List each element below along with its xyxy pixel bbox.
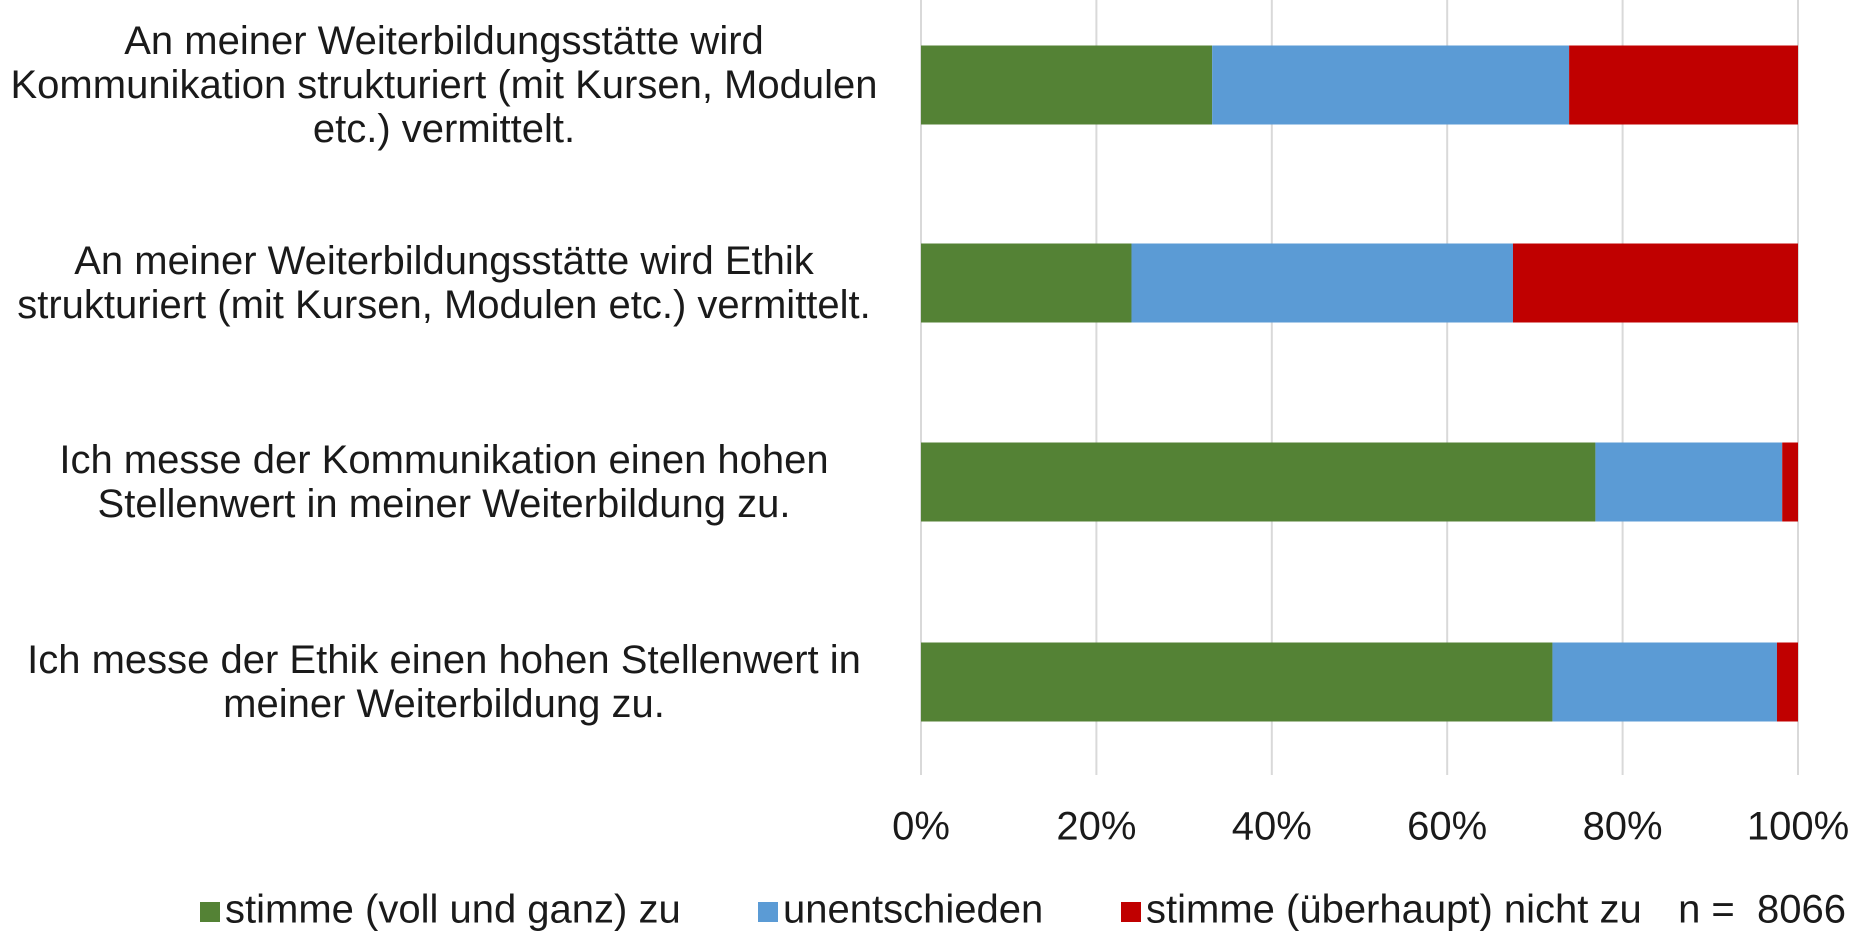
bar-segment <box>1782 442 1798 522</box>
bar-segment <box>1595 442 1783 522</box>
category-label: An meiner Weiterbildungsstätte wird Ethi… <box>17 239 871 327</box>
bar-segment <box>1569 45 1798 125</box>
category-label: Ich messe der Ethik einen hohen Stellenw… <box>27 638 861 726</box>
x-tick-label: 60% <box>1407 805 1487 849</box>
annotation: n = 8066 <box>1678 888 1846 931</box>
category-label: Ich messe der Kommunikation einen hohen … <box>59 438 829 526</box>
bar-segment <box>1552 642 1777 722</box>
x-tick-label: 0% <box>892 805 950 849</box>
legend-label: stimme (voll und ganz) zu <box>225 888 681 931</box>
legend-swatch <box>1121 902 1141 922</box>
x-tick-label: 100% <box>1747 805 1849 849</box>
legend-swatch <box>200 902 220 922</box>
x-tick-label: 40% <box>1232 805 1312 849</box>
bar-segment <box>921 45 1213 125</box>
legend-label: stimme (überhaupt) nicht zu <box>1146 888 1642 931</box>
x-tick-label: 20% <box>1056 805 1136 849</box>
bar-segment <box>1131 243 1513 323</box>
bar-segment <box>1776 642 1798 722</box>
x-tick-label: 80% <box>1583 805 1663 849</box>
legend-label: unentschieden <box>783 888 1043 931</box>
legend-swatch <box>758 902 778 922</box>
bar-segment <box>1512 243 1798 323</box>
category-label: An meiner Weiterbildungsstätte wird Komm… <box>10 19 878 151</box>
bar-segment <box>921 642 1553 722</box>
bar-segment <box>1212 45 1570 125</box>
bar-segment <box>921 442 1596 522</box>
bar-segment <box>921 243 1132 323</box>
